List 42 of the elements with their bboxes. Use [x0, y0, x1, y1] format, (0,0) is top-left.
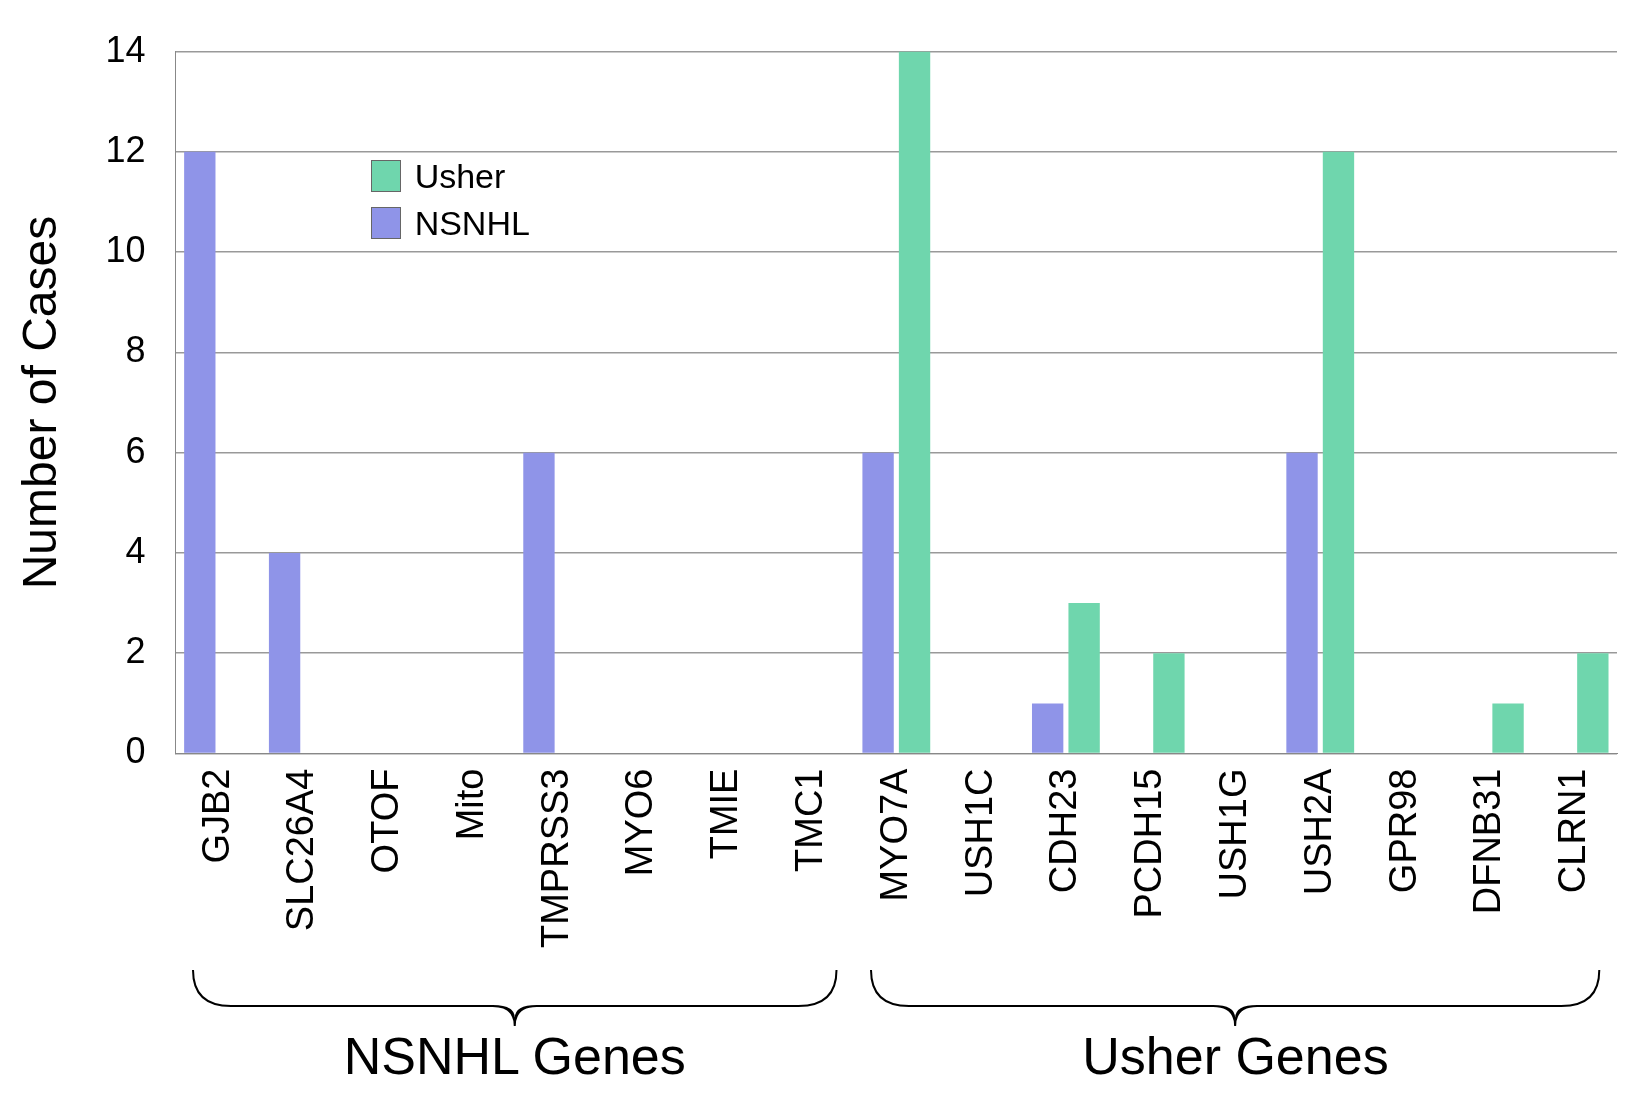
text: Usher Genes	[1082, 1026, 1389, 1086]
y-tick-label: 12	[105, 128, 146, 170]
bar	[1492, 703, 1524, 753]
x-tick-label: Mito	[448, 768, 491, 841]
bar	[1153, 653, 1185, 753]
y-axis-title: Number of Cases	[13, 215, 67, 590]
bar	[1286, 452, 1318, 753]
x-tick-label: GJB2	[194, 768, 237, 864]
bar	[184, 151, 216, 753]
bar	[1577, 653, 1609, 753]
y-tick-label: 2	[125, 630, 146, 672]
bar	[523, 452, 555, 753]
bar	[862, 452, 894, 753]
x-tick-label: USH2A	[1296, 767, 1339, 896]
bar	[1031, 703, 1064, 753]
text: NSNHL Genes	[343, 1026, 686, 1086]
x-tick-label: GPR98	[1381, 768, 1424, 894]
y-tick-label: 0	[125, 730, 146, 772]
y-tick-label: 6	[125, 429, 146, 471]
x-tick-label: MYO6	[618, 768, 661, 877]
x-tick-label: OTOF	[364, 768, 407, 874]
x-tick-label: CLRN1	[1551, 768, 1594, 894]
x-tick-label: USH1G	[1211, 768, 1254, 900]
y-tick-label: 4	[125, 529, 146, 571]
x-tick-label: USH1C	[957, 768, 1000, 898]
x-tick-label: TMC1	[788, 768, 831, 872]
legend-label: NSNHL	[414, 203, 530, 243]
bar	[1322, 151, 1355, 753]
bar	[898, 51, 931, 753]
bar	[1068, 603, 1100, 753]
x-tick-label: DFNB31	[1466, 768, 1509, 915]
x-tick-label: CDH23	[1042, 768, 1085, 894]
x-tick-label: MYO7A	[872, 767, 915, 902]
bar	[268, 552, 301, 753]
y-tick-label: 14	[105, 28, 146, 70]
x-tick-label: PCDH15	[1127, 768, 1170, 919]
x-tick-label: TMPRSS3	[533, 768, 576, 948]
legend-label: Usher	[414, 156, 506, 196]
x-tick-label: SLC26A4	[279, 768, 322, 932]
y-tick-label: 8	[125, 329, 146, 371]
x-tick-label: TMIE	[703, 768, 746, 860]
y-tick-label: 10	[105, 229, 146, 271]
